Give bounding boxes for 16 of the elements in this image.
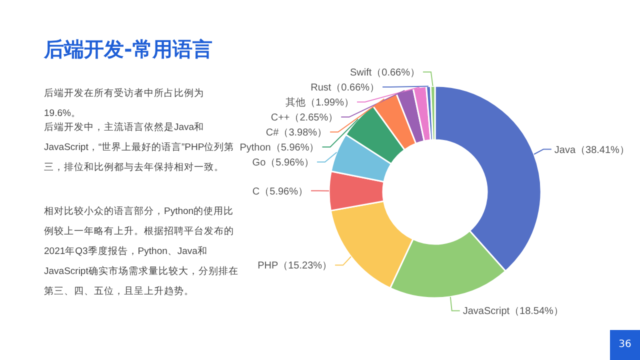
slice-label: PHP（15.23%） (258, 260, 332, 272)
slice-label: Swift（0.66%） (350, 68, 420, 79)
slice-label: JavaScript（18.54%） (462, 306, 564, 318)
slice-label: Java（38.41%） (554, 144, 630, 156)
text: 后端开发在所有受访者中所占比例为19.6%。 (44, 88, 204, 119)
slice-label: Rust（0.66%） (310, 82, 380, 94)
text: 后端开发中，主流语言依然是Java和JavaScript，“世界上最好的语言”PHP位列第三，排位和比例都与去年保持相对一致。 (44, 121, 236, 175)
slice-label: 其他（1.99%） (286, 96, 354, 109)
text: 相对比较小众的语言部分，Python的使用比例较上一年略有上升。根据招聘平台发布的2021年Q3季度报告，Python、Java和JavaScript确实市场需求量比较大，分别排在第三、四、五位，且呈上升趋势。 (44, 205, 240, 299)
slice-label: Go（5.96%） (252, 158, 314, 169)
slice-label: Python（5.96%） (240, 142, 320, 154)
slice-label: C#（3.98%） (266, 128, 328, 139)
slice-label: C++（2.65%） (270, 112, 338, 124)
chart-title: 后端开发-常用语言 (44, 36, 212, 63)
text: 36 (610, 330, 640, 360)
slice-label: C（5.96%） (252, 186, 308, 198)
